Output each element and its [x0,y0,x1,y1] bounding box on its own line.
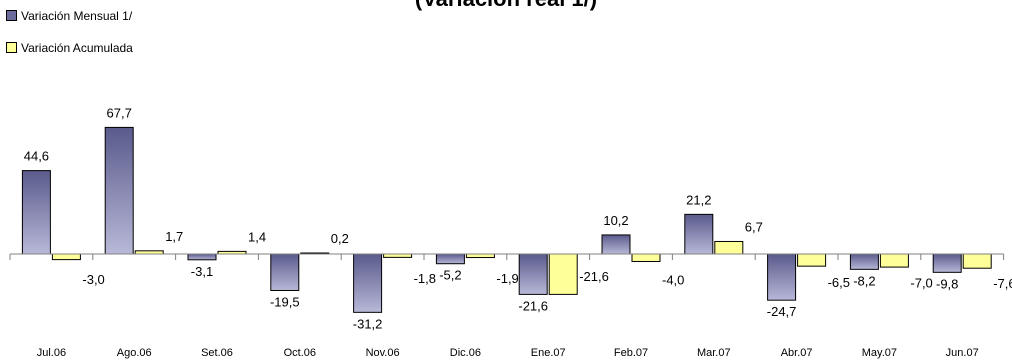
bars-group [21,126,992,313]
x-tick-label: Jun.07 [946,347,979,359]
chart-title: (Variación real 1/) [0,0,1012,12]
data-label-mensual: -31,2 [353,316,383,331]
bar-mensual [353,253,383,313]
x-tick-label: Dic.06 [450,347,481,359]
legend-label-mensual: Variación Mensual 1/ [21,9,133,23]
bar-mensual [849,253,879,270]
data-label-mensual: -8,2 [853,273,875,288]
data-label-acumulada: -21,6 [579,269,609,284]
x-tick-label: Set.06 [201,347,233,359]
legend-item-mensual: Variación Mensual 1/ [6,9,132,23]
x-tick-label: Oct.06 [284,347,316,359]
x-tick-label: Feb.07 [614,347,648,359]
x-tick-label: Jul.06 [37,347,66,359]
bar-acumulada [797,253,827,267]
x-tick-label: May.07 [862,347,897,359]
x-tick-label: Nov.06 [366,347,400,359]
data-label-acumulada: 1,4 [248,229,266,244]
bar-mensual [601,234,631,255]
data-labels-group: 44,6-3,067,71,7-3,11,4-19,50,2-31,2-1,8-… [24,105,1012,331]
axis-group: Jul.06 Ago.06 Set.06 Oct.06 Nov.06 Dic.06 Ene.… [9,253,1005,359]
bar-acumulada [962,253,992,269]
bar-mensual [767,253,797,301]
data-label-acumulada: -7,6 [993,276,1012,291]
data-label-mensual: -9,8 [936,276,958,291]
data-label-acumulada: -7,0 [910,276,932,291]
data-label-acumulada: 1,7 [165,229,183,244]
bar-mensual [932,253,962,273]
data-label-acumulada: -3,0 [82,272,104,287]
bar-acumulada [51,253,81,261]
x-tick-label: Abr.07 [781,347,813,359]
data-label-mensual: 21,2 [686,192,711,207]
data-label-acumulada: -1,9 [496,271,518,286]
bar-mensual [187,253,217,261]
bar-mensual [684,213,714,255]
legend-item-acumulada: Variación Acumulada [6,41,133,55]
data-label-acumulada: 0,2 [331,231,349,246]
bar-acumulada [548,253,578,295]
data-label-mensual: -19,5 [270,294,300,309]
bar-acumulada [465,253,495,259]
data-label-mensual: -3,1 [191,264,213,279]
data-label-mensual: -24,7 [767,304,797,319]
bar-acumulada [383,253,413,258]
data-label-mensual: -21,6 [518,298,548,313]
data-label-acumulada: 6,7 [745,219,763,234]
bar-mensual [435,253,465,265]
bar-acumulada [631,253,661,262]
data-label-acumulada: -4,0 [662,273,684,288]
data-label-mensual: -5,2 [439,268,461,283]
data-label-acumulada: -6,5 [828,275,850,290]
bar-mensual [21,170,51,255]
legend-label-acumulada: Variación Acumulada [21,41,133,55]
x-tick-label: Ene.07 [531,347,566,359]
data-label-mensual: 10,2 [603,213,628,228]
legend-swatch-mensual [6,10,17,21]
bar-mensual [104,126,134,255]
bar-acumulada [714,240,744,255]
data-label-mensual: 44,6 [24,149,49,164]
x-tick-label: Ago.06 [117,347,152,359]
bar-mensual [270,253,300,291]
legend-swatch-acumulada [6,42,17,53]
data-label-acumulada: -1,8 [414,271,436,286]
bar-acumulada [879,253,909,268]
data-label-mensual: 67,7 [107,105,132,120]
x-tick-label: Mar.07 [697,347,731,359]
bar-mensual [518,253,548,295]
